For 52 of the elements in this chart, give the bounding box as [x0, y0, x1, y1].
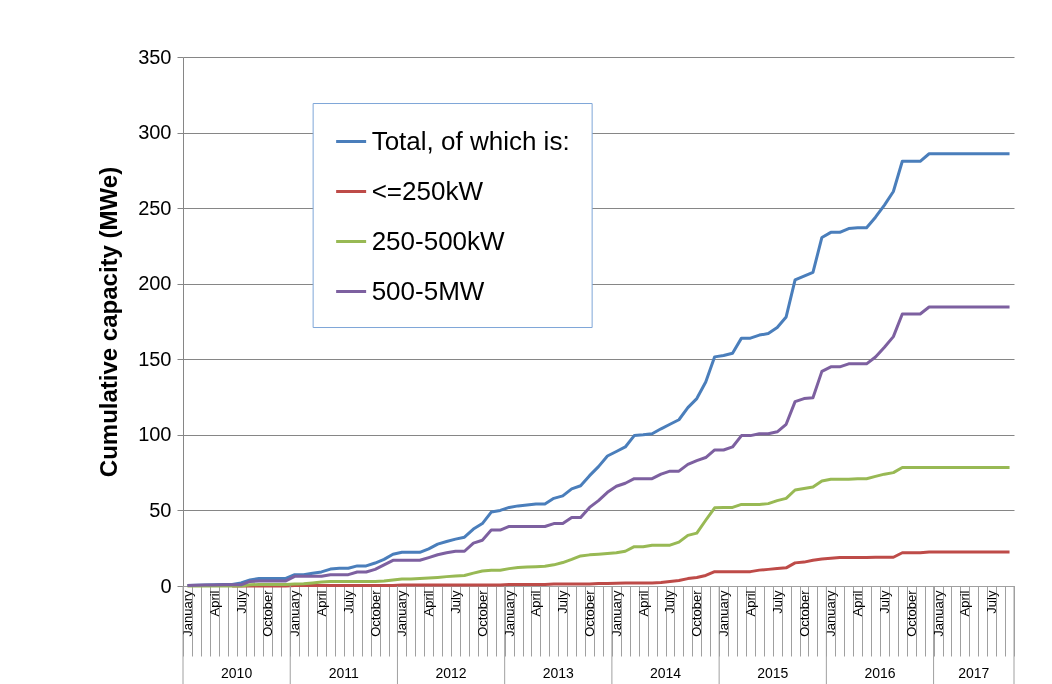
- x-tick-label: January: [287, 590, 303, 637]
- x-tick-label: July: [555, 590, 571, 614]
- x-tick-label: July: [233, 590, 249, 614]
- text: 2016: [864, 665, 896, 681]
- x-tick-label: July: [876, 590, 892, 614]
- text: 2015: [757, 665, 789, 681]
- y-axis-title: Cumulative capacity (MWe): [95, 166, 123, 478]
- x-tick-label: July: [340, 590, 356, 614]
- legend-label: 500-5MW: [371, 275, 485, 306]
- x-tick-label: January: [608, 590, 624, 637]
- x-tick-label: October: [796, 589, 812, 637]
- y-tick-label: 100: [138, 423, 172, 446]
- x-tick-label: October: [903, 589, 919, 637]
- x-tick-label: April: [957, 590, 973, 617]
- text: 2013: [542, 665, 575, 681]
- x-tick-label: April: [314, 590, 329, 617]
- y-tick-label: 350: [138, 45, 172, 68]
- x-tick-label: July: [662, 590, 678, 614]
- text: 2017: [958, 665, 990, 681]
- y-tick-label: 150: [138, 347, 172, 370]
- legend-label: 250-500kW: [371, 225, 506, 256]
- text: 2010: [221, 665, 253, 681]
- y-tick-label: 200: [138, 272, 172, 295]
- x-tick-label: July: [769, 590, 785, 614]
- x-tick-label: October: [689, 589, 705, 637]
- y-tick-label: 250: [138, 196, 172, 219]
- x-tick-label: October: [582, 589, 598, 637]
- x-tick-label: April: [635, 590, 651, 617]
- x-tick-label: January: [394, 590, 410, 637]
- x-tick-label: January: [501, 590, 517, 637]
- x-tick-label: January: [930, 590, 946, 637]
- x-tick-label: January: [179, 590, 195, 637]
- x-tick-label: July: [984, 590, 1000, 614]
- text: 2012: [435, 665, 467, 681]
- x-tick-label: October: [474, 589, 490, 637]
- legend-label: <=250kW: [371, 175, 484, 206]
- text: 2011: [328, 665, 360, 681]
- text: 2014: [649, 665, 682, 681]
- x-tick-label: October: [260, 589, 276, 637]
- x-tick-label: July: [448, 590, 464, 614]
- y-tick-label: 50: [149, 498, 172, 521]
- legend-label: Total, of which is:: [371, 125, 570, 156]
- x-tick-label: January: [716, 590, 732, 637]
- x-tick-label: October: [367, 589, 383, 637]
- x-tick-label: January: [823, 590, 839, 637]
- x-tick-label: April: [528, 590, 544, 617]
- x-tick-label: April: [421, 590, 437, 617]
- y-tick-label: 0: [160, 574, 172, 597]
- x-tick-label: April: [206, 590, 222, 617]
- x-tick-label: April: [850, 590, 866, 617]
- x-tick-label: April: [742, 590, 758, 617]
- y-tick-label: 300: [138, 121, 172, 144]
